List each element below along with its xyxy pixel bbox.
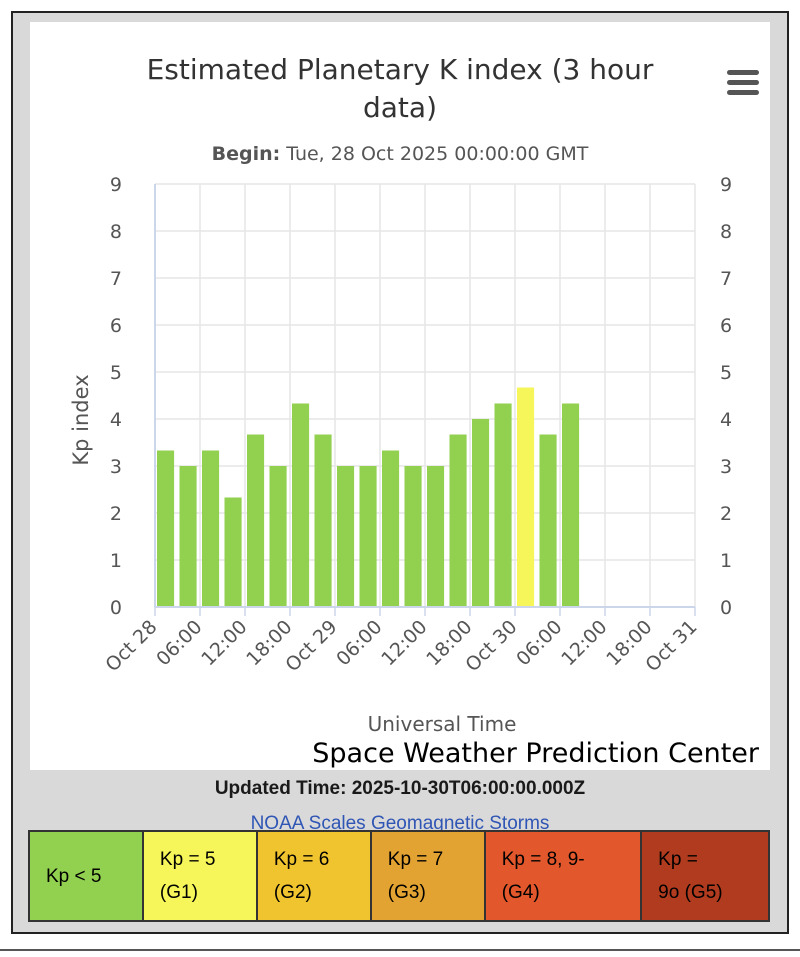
kp-bar[interactable] [404,466,422,607]
legend-kp-below-5: Kp < 5 [28,830,144,922]
y-tick-left: 0 [110,597,122,619]
legend-g3-line2: (G3) [387,882,426,903]
kp-bar[interactable] [314,434,332,607]
y-tick-left: 3 [110,456,122,478]
legend-g2-line2: (G2) [273,882,312,903]
legend-g4: Kp = 8, 9- (G4) [483,830,643,922]
x-tick-label: 12:00 [557,616,611,670]
kp-bar[interactable] [224,497,242,607]
kp-bar[interactable] [359,466,377,607]
x-tick-label: 06:00 [332,616,386,670]
legend-kp-below-5-label: Kp < 5 [46,865,102,887]
kp-bar[interactable] [269,466,287,607]
kp-bar[interactable] [382,450,400,607]
y-tick-left: 5 [110,362,122,384]
hamburger-menu-icon[interactable] [725,65,763,105]
legend-g5-line2: 9o (G5) [658,882,723,903]
y-tick-left: 8 [110,221,122,243]
chart-title-line-1: Estimated Planetary K index (3 hour [147,53,654,86]
y-axis-label: Kp index [69,374,93,465]
x-tick-label: Oct 28 [101,616,161,676]
x-tick-label: Oct 29 [281,616,341,676]
updated-time: Updated Time: 2025-10-30T06:00:00.000Z [214,778,586,799]
x-axis-label: Universal Time [368,712,517,736]
legend-g1-line1: Kp = 5 [159,849,216,870]
x-tick-label: 06:00 [152,616,206,670]
y-tick-right: 4 [720,409,732,431]
kp-bar[interactable] [337,466,355,607]
kp-bar[interactable] [427,466,445,607]
legend-g3: Kp = 7 (G3) [369,830,486,922]
y-tick-left: 4 [110,409,122,431]
legend-g3-line1: Kp = 7 [387,849,444,870]
kp-bar[interactable] [292,403,310,607]
y-tick-right: 6 [720,315,732,337]
y-tick-right: 7 [720,268,732,290]
kp-index-panel: Estimated Planetary K index (3 hour data… [11,11,789,934]
kp-bar[interactable] [472,419,490,607]
y-tick-right: 8 [720,221,732,243]
credit-label: Space Weather Prediction Center [312,738,760,769]
page-divider [0,949,800,951]
chart-area: Estimated Planetary K index (3 hour data… [30,22,770,770]
chart-subtitle: Begin: Tue, 28 Oct 2025 00:00:00 GMT [212,143,589,165]
kp-bar[interactable] [494,403,512,607]
legend-g4-line1: Kp = 8, 9- [501,849,585,870]
storm-scale-legend: Kp < 5 Kp = 5 (G1) Kp = 6 (G2) Kp = 7 (G3) … [28,830,770,922]
noaa-scales-title: NOAA Scales Geomagnetic Storms [250,813,550,834]
x-tick-label: Oct 30 [461,616,521,676]
y-tick-right: 9 [720,174,732,196]
subtitle-label: Begin: [212,143,281,165]
kp-bar[interactable] [449,434,467,607]
legend-g5: Kp = 9o (G5) [640,830,770,922]
legend-g1: Kp = 5 (G1) [141,830,258,922]
y-tick-right: 1 [720,550,732,572]
chart-title-line-2: data) [363,91,437,124]
x-tick-label: Oct 31 [641,616,701,676]
kp-bar[interactable] [539,434,557,607]
y-tick-right: 5 [720,362,732,384]
y-tick-left: 6 [110,315,122,337]
y-tick-left: 2 [110,503,122,525]
kp-bar[interactable] [562,403,580,607]
y-tick-right: 2 [720,503,732,525]
kp-bar[interactable] [179,466,197,607]
subtitle-value: Tue, 28 Oct 2025 00:00:00 GMT [285,143,589,165]
y-tick-left: 7 [110,268,122,290]
kp-bar[interactable] [202,450,220,607]
y-tick-right: 0 [720,597,732,619]
y-tick-left: 9 [110,174,122,196]
legend-g4-line2: (G4) [501,882,540,903]
legend-g5-line1: Kp = [658,849,698,870]
kp-bar[interactable] [157,450,175,607]
kp-chart: Estimated Planetary K index (3 hour data… [69,53,760,769]
x-tick-label: 06:00 [512,616,566,670]
kp-bar[interactable] [517,387,535,607]
legend-g2-line1: Kp = 6 [273,849,330,870]
legend-g2: Kp = 6 (G2) [255,830,372,922]
legend-g1-line2: (G1) [159,882,198,903]
y-tick-left: 1 [110,550,122,572]
x-tick-label: 12:00 [377,616,431,670]
x-tick-label: 12:00 [197,616,251,670]
kp-bar[interactable] [247,434,265,607]
y-tick-right: 3 [720,456,732,478]
